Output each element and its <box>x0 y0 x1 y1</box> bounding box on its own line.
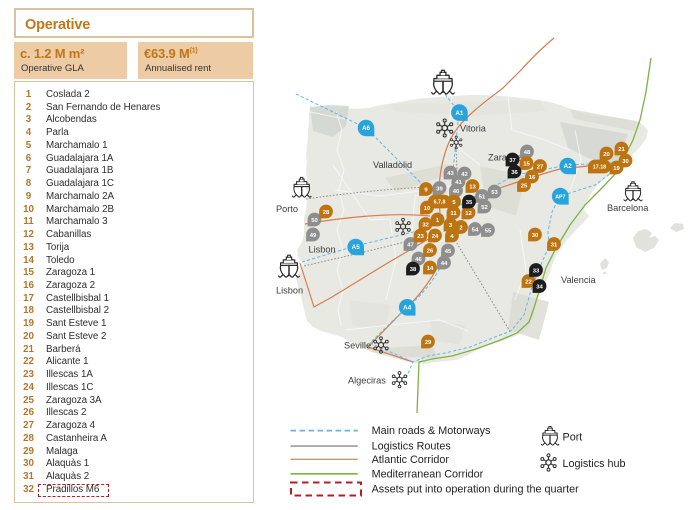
svg-text:30: 30 <box>622 159 629 165</box>
svg-text:6,7,8: 6,7,8 <box>434 200 446 206</box>
svg-text:AP7: AP7 <box>555 194 565 200</box>
svg-text:43: 43 <box>447 171 454 177</box>
svg-text:35: 35 <box>466 200 473 206</box>
svg-text:13: 13 <box>469 184 476 190</box>
svg-text:10: 10 <box>424 206 431 212</box>
svg-text:50: 50 <box>311 218 318 224</box>
svg-text:23: 23 <box>417 234 424 240</box>
svg-text:11: 11 <box>450 211 457 217</box>
svg-text:2: 2 <box>459 225 463 231</box>
svg-text:A4: A4 <box>403 305 412 312</box>
svg-text:31: 31 <box>551 242 558 248</box>
svg-text:12: 12 <box>465 211 472 217</box>
svg-text:54: 54 <box>472 227 479 233</box>
svg-text:55: 55 <box>485 228 492 234</box>
svg-text:52: 52 <box>481 205 488 211</box>
svg-text:28: 28 <box>323 210 330 216</box>
svg-text:17.18: 17.18 <box>593 165 606 171</box>
svg-text:37: 37 <box>509 158 516 164</box>
svg-text:44: 44 <box>441 261 448 267</box>
svg-text:46: 46 <box>415 257 422 263</box>
svg-text:41: 41 <box>455 180 462 186</box>
svg-text:9: 9 <box>424 187 428 193</box>
svg-text:53: 53 <box>491 190 498 196</box>
svg-text:26: 26 <box>427 248 434 254</box>
svg-text:Lisbon: Lisbon <box>276 286 303 296</box>
svg-text:Logistics Routes: Logistics Routes <box>372 441 452 453</box>
svg-text:3: 3 <box>449 223 453 229</box>
svg-text:Logistics hub: Logistics hub <box>563 458 626 470</box>
svg-text:Valencia: Valencia <box>561 275 596 285</box>
svg-text:24: 24 <box>432 234 439 240</box>
svg-text:27: 27 <box>537 164 544 170</box>
svg-text:Algeciras: Algeciras <box>348 376 386 386</box>
svg-text:16: 16 <box>529 175 536 181</box>
svg-text:29: 29 <box>425 340 432 346</box>
svg-text:1: 1 <box>436 218 440 224</box>
svg-text:Vitoria: Vitoria <box>460 124 487 134</box>
svg-text:Barcelona: Barcelona <box>607 203 649 213</box>
svg-text:45: 45 <box>445 249 452 255</box>
svg-text:Main roads & Motorways: Main roads & Motorways <box>372 425 491 437</box>
svg-text:42: 42 <box>461 172 468 178</box>
svg-text:33: 33 <box>533 268 540 274</box>
svg-text:32: 32 <box>422 222 429 228</box>
svg-text:4: 4 <box>450 234 454 240</box>
svg-text:22: 22 <box>525 279 532 285</box>
svg-text:39: 39 <box>436 186 443 192</box>
svg-text:30: 30 <box>532 233 539 239</box>
svg-text:14: 14 <box>427 266 434 272</box>
svg-text:34: 34 <box>536 284 543 290</box>
svg-text:Assets put into operation duri: Assets put into operation during the qua… <box>372 484 579 496</box>
svg-text:19: 19 <box>613 166 620 172</box>
svg-text:51: 51 <box>479 194 486 200</box>
svg-text:5: 5 <box>452 200 456 206</box>
svg-text:49: 49 <box>310 233 317 239</box>
svg-text:40: 40 <box>453 189 460 195</box>
svg-text:20: 20 <box>603 152 610 158</box>
svg-text:48: 48 <box>524 150 531 156</box>
svg-text:A5: A5 <box>352 244 361 251</box>
svg-text:Lisbon: Lisbon <box>309 245 336 255</box>
svg-text:Port: Port <box>563 431 583 443</box>
svg-text:Seville: Seville <box>344 341 371 351</box>
svg-text:A1: A1 <box>455 110 464 117</box>
svg-text:15: 15 <box>523 161 530 167</box>
svg-text:47: 47 <box>407 242 414 248</box>
svg-text:A2: A2 <box>564 163 573 170</box>
svg-text:36: 36 <box>511 170 518 176</box>
svg-text:25: 25 <box>521 183 528 189</box>
svg-text:Atlantic Corridor: Atlantic Corridor <box>372 454 450 466</box>
svg-text:21: 21 <box>618 147 625 153</box>
svg-text:Valladolid: Valladolid <box>373 160 412 170</box>
svg-text:A6: A6 <box>362 125 371 132</box>
svg-text:38: 38 <box>410 267 417 273</box>
svg-text:Mediterranean Corridor: Mediterranean Corridor <box>372 469 484 481</box>
svg-text:Porto: Porto <box>276 204 298 214</box>
